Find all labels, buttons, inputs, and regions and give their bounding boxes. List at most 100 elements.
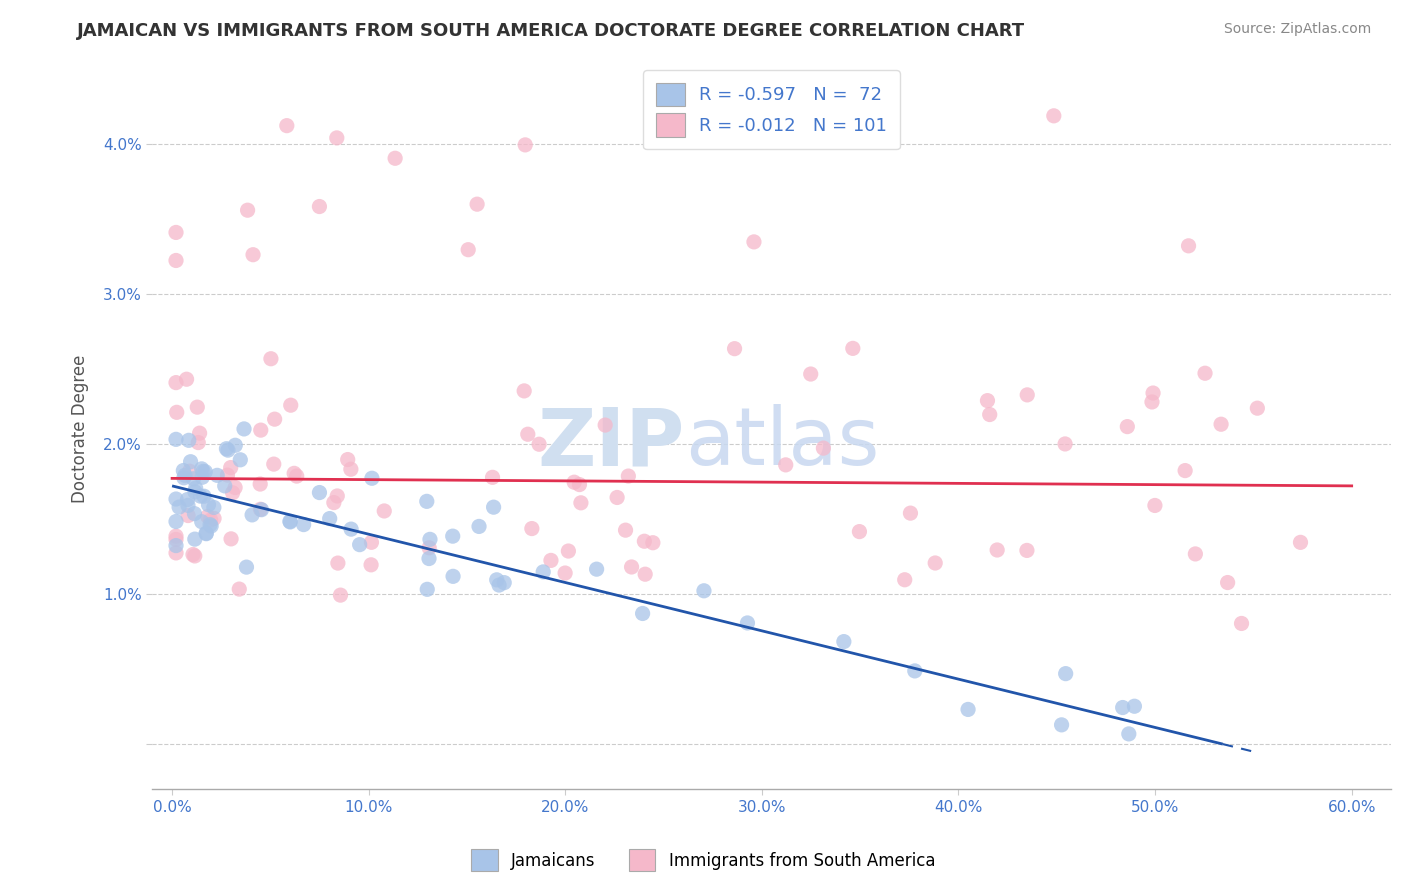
Point [481, 470, 503, 484]
Point [1140, 395, 1163, 409]
Point [832, 634, 855, 648]
Legend: Jamaicans, Immigrants from South America: Jamaicans, Immigrants from South America [463, 841, 943, 880]
Point [1289, 535, 1312, 549]
Point [184, 532, 207, 546]
Text: JAMAICAN VS IMMIGRANTS FROM SOUTH AMERICA DOCTORATE DEGREE CORRELATION CHART: JAMAICAN VS IMMIGRANTS FROM SOUTH AMERIC… [77, 22, 1025, 40]
Point [190, 489, 212, 503]
Point [195, 526, 218, 541]
Point [1123, 699, 1146, 714]
Point [515, 137, 537, 152]
Point [228, 582, 250, 596]
Point [165, 533, 187, 547]
Point [1050, 718, 1073, 732]
Point [482, 500, 505, 515]
Point [516, 427, 538, 442]
Point [631, 607, 654, 621]
Point [249, 423, 271, 437]
Point [986, 543, 1008, 558]
Point [250, 502, 273, 516]
Point [191, 470, 214, 484]
Point [531, 565, 554, 579]
Point [593, 418, 616, 433]
Point [494, 575, 516, 590]
Point [485, 573, 508, 587]
Point [326, 556, 349, 570]
Point [893, 573, 915, 587]
Point [217, 468, 239, 483]
Point [165, 226, 187, 240]
Point [177, 434, 200, 448]
Point [187, 435, 209, 450]
Point [441, 569, 464, 583]
Point [191, 464, 214, 478]
Point [221, 485, 243, 500]
Point [606, 491, 628, 505]
Point [737, 615, 759, 630]
Point [263, 457, 285, 471]
Point [957, 702, 980, 716]
Point [554, 566, 576, 580]
Point [693, 583, 716, 598]
Point [384, 151, 406, 165]
Point [233, 422, 256, 436]
Text: ZIP: ZIP [537, 404, 685, 483]
Point [569, 496, 592, 510]
Point [1143, 499, 1166, 513]
Point [349, 538, 371, 552]
Point [224, 438, 246, 452]
Point [276, 119, 298, 133]
Point [217, 443, 239, 458]
Point [1017, 388, 1039, 402]
Point [183, 472, 205, 486]
Legend: R = -0.597   N =  72, R = -0.012   N = 101: R = -0.597 N = 72, R = -0.012 N = 101 [644, 70, 900, 149]
Point [513, 384, 536, 398]
Point [280, 398, 302, 412]
Point [165, 529, 187, 543]
Point [240, 508, 263, 522]
Point [200, 513, 222, 527]
Point [634, 567, 657, 582]
Point [813, 441, 835, 455]
Point [283, 467, 305, 481]
Point [194, 465, 217, 479]
Point [229, 452, 252, 467]
Point [620, 560, 643, 574]
Y-axis label: Doctorate Degree: Doctorate Degree [72, 355, 89, 503]
Point [200, 519, 222, 533]
Point [373, 504, 395, 518]
Point [188, 426, 211, 441]
Point [224, 481, 246, 495]
Point [249, 502, 271, 516]
Point [173, 471, 195, 485]
Point [308, 200, 330, 214]
Point [165, 546, 187, 560]
Point [329, 588, 352, 602]
Point [195, 526, 218, 541]
Point [723, 342, 745, 356]
Point [165, 515, 187, 529]
Point [165, 433, 187, 447]
Point [184, 481, 207, 495]
Point [1111, 700, 1133, 714]
Point [1015, 543, 1038, 558]
Point [418, 551, 440, 566]
Point [585, 562, 607, 576]
Point [180, 455, 202, 469]
Point [278, 514, 301, 528]
Point [326, 489, 349, 503]
Point [1216, 575, 1239, 590]
Point [848, 524, 870, 539]
Point [419, 533, 441, 547]
Text: atlas: atlas [685, 404, 879, 483]
Point [197, 509, 219, 524]
Point [1230, 616, 1253, 631]
Point [176, 372, 198, 386]
Point [1174, 464, 1197, 478]
Point [249, 477, 271, 491]
Point [166, 405, 188, 419]
Point [186, 400, 208, 414]
Point [1246, 401, 1268, 416]
Point [527, 437, 550, 451]
Point [202, 511, 225, 525]
Point [416, 494, 439, 508]
